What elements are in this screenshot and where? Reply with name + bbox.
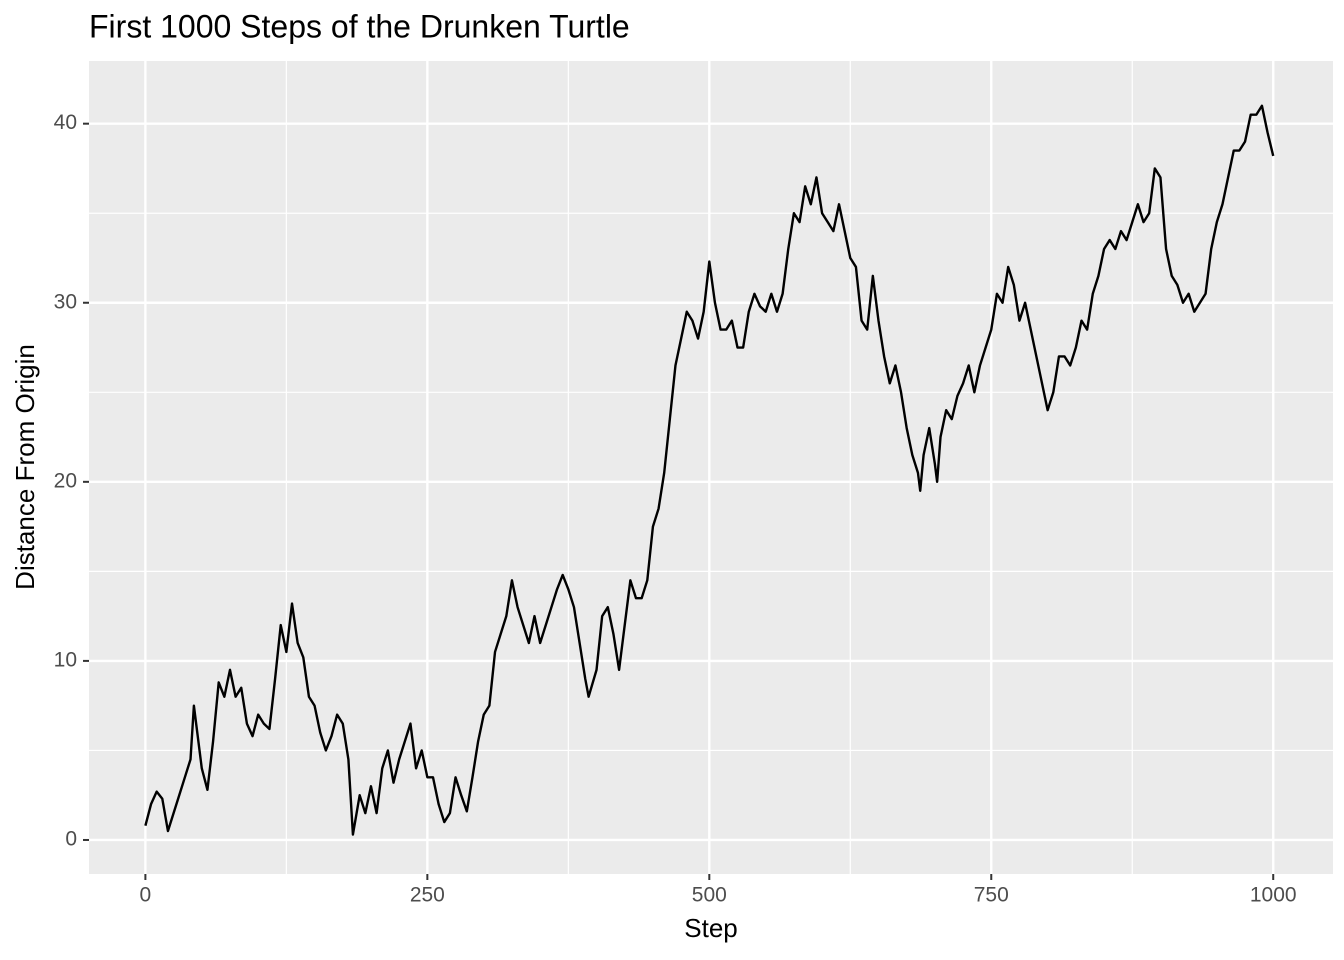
y-axis-label: Distance From Origin	[10, 344, 40, 590]
y-tick-label: 40	[54, 111, 77, 134]
line	[144, 104, 1275, 836]
x-tick-label: 500	[692, 884, 727, 907]
x-tick-label: 250	[410, 884, 445, 907]
x-axis-label: Step	[684, 913, 738, 943]
chart-title: First 1000 Steps of the Drunken Turtle	[89, 8, 630, 44]
y-tick-label: 0	[65, 828, 77, 851]
y-tick-label: 20	[54, 469, 77, 492]
x-tick-label: 0	[140, 884, 152, 907]
x-tick-label: 1000	[1250, 884, 1297, 907]
y-tick-label: 30	[54, 290, 77, 313]
y-tick-label: 10	[54, 648, 77, 671]
panel	[89, 61, 1333, 874]
x-tick-label: 750	[974, 884, 1009, 907]
